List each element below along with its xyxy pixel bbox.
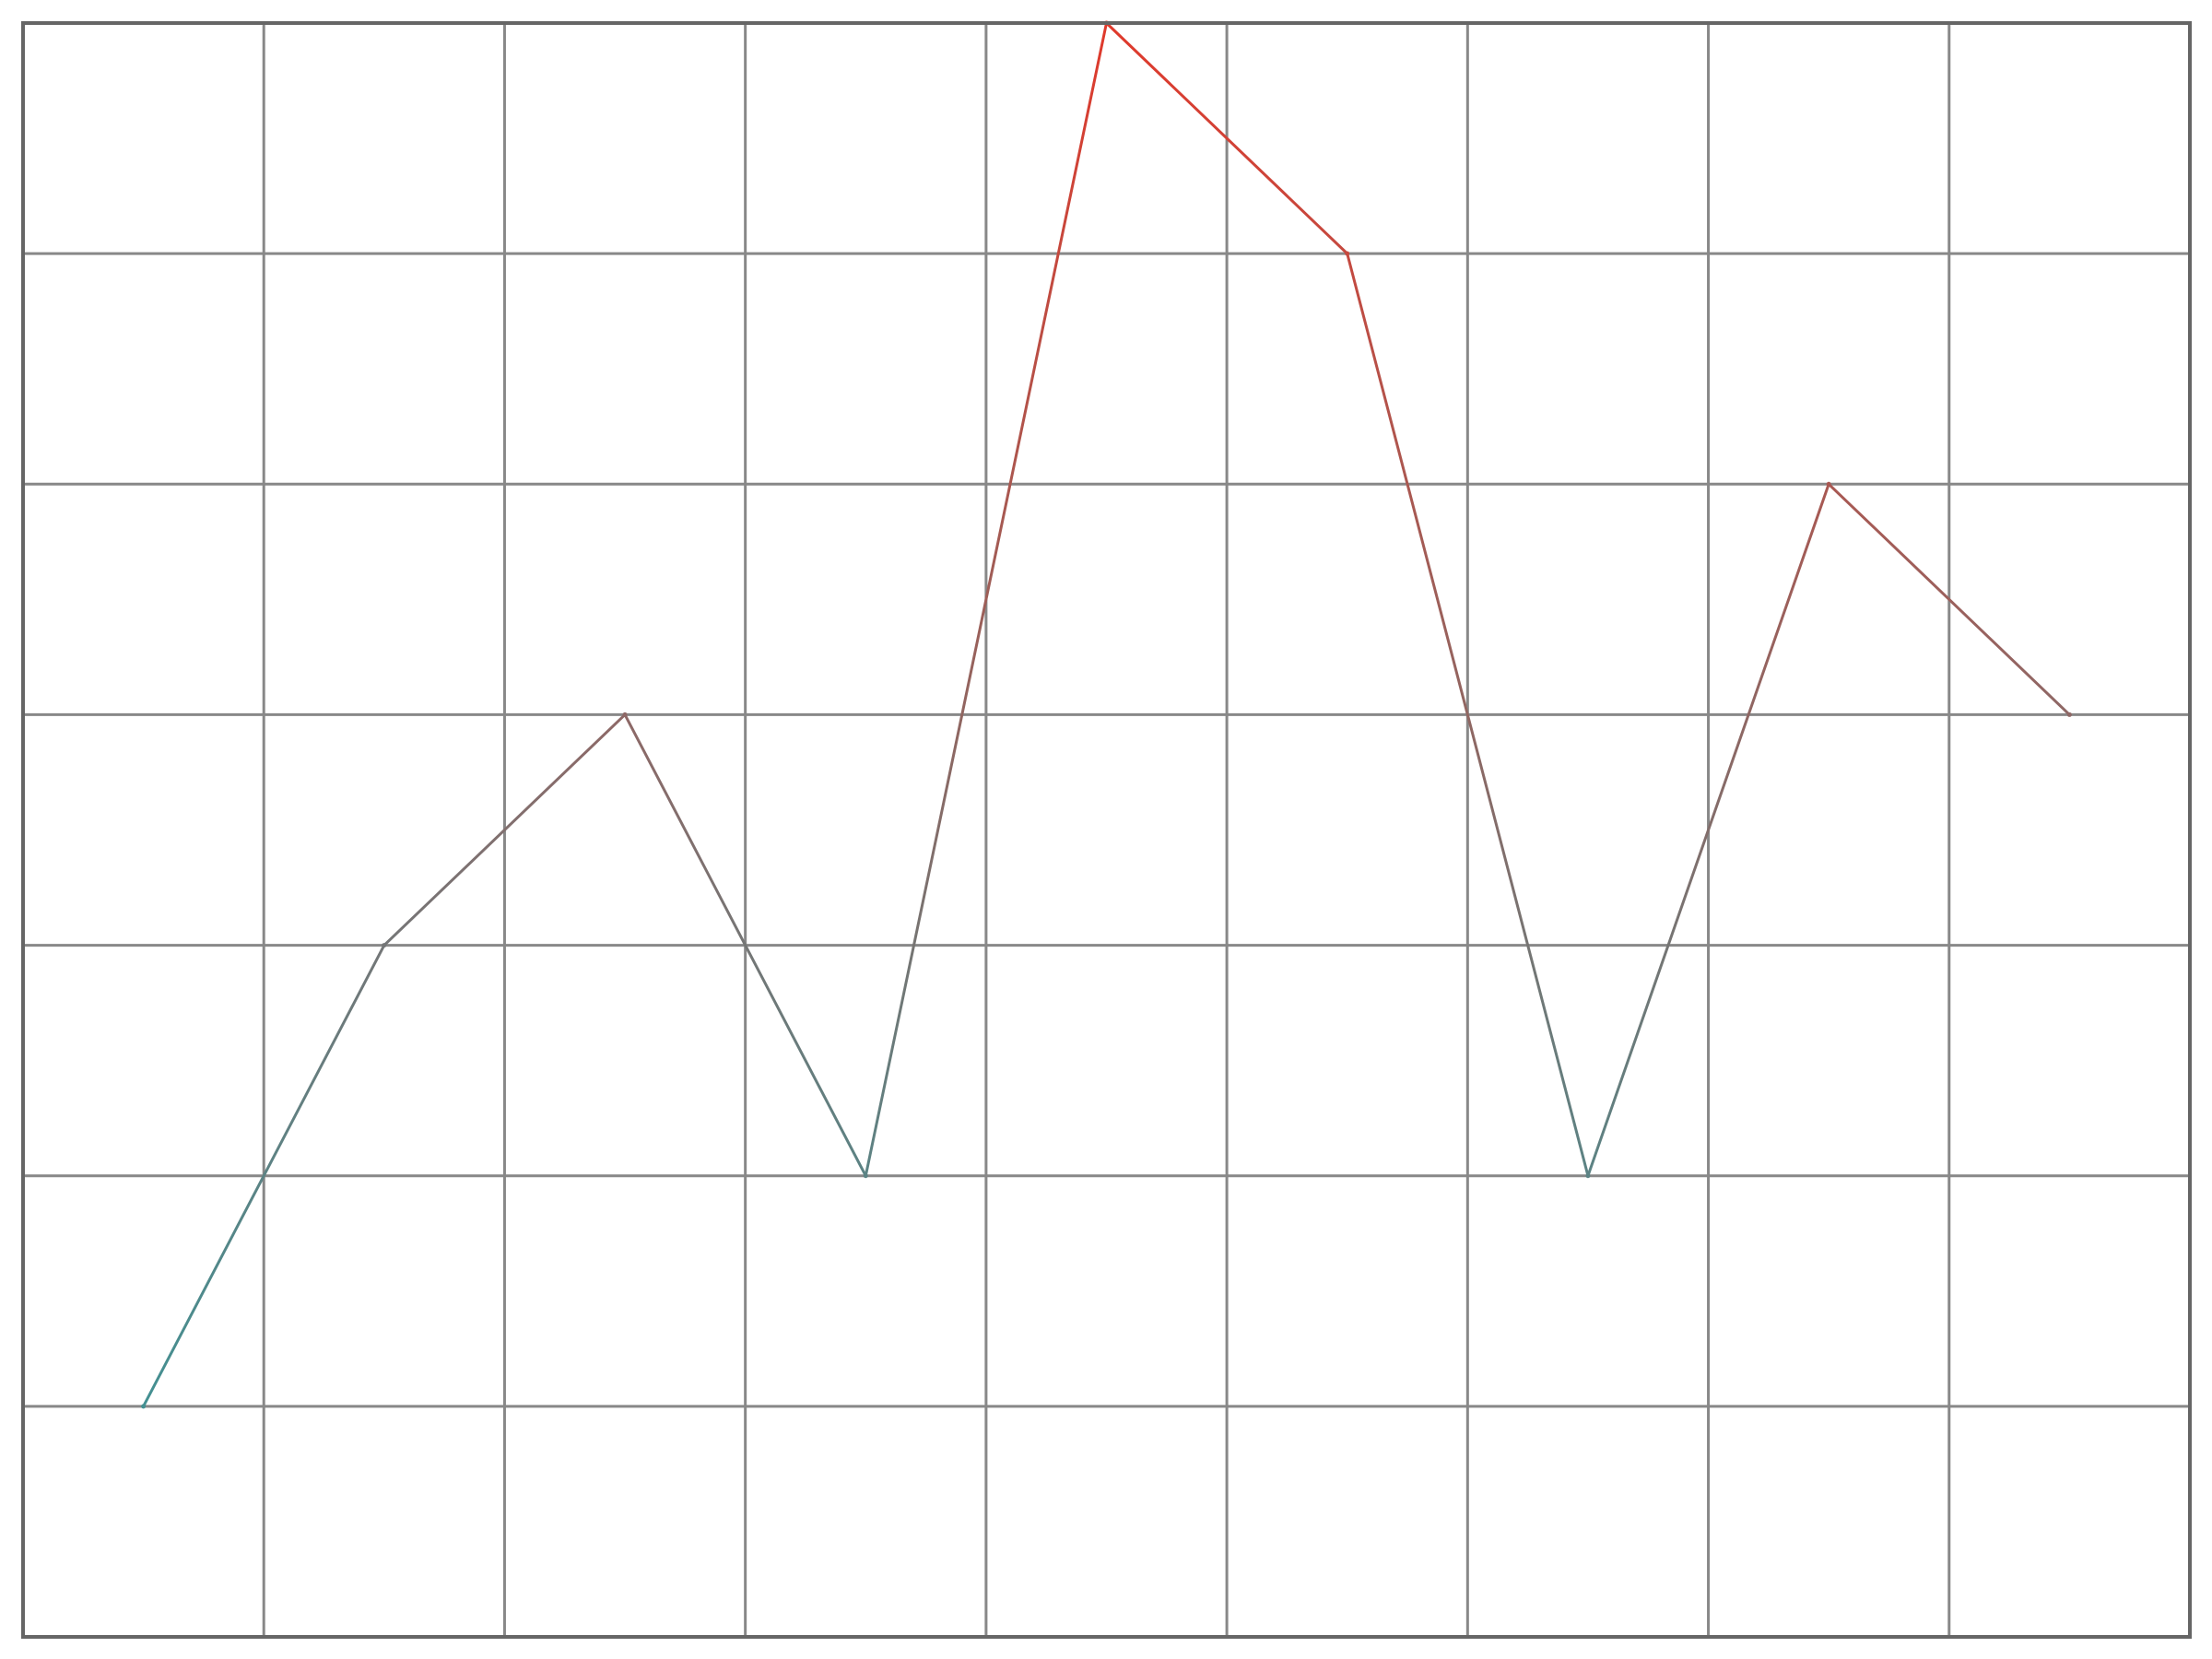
data-point-1 xyxy=(382,943,387,948)
data-point-5 xyxy=(1345,251,1350,256)
line-segment-3 xyxy=(864,21,1108,1178)
data-point-0 xyxy=(141,1404,147,1409)
data-point-6 xyxy=(1585,1173,1591,1179)
line-segment-7 xyxy=(1827,482,2071,716)
line-segment-4 xyxy=(1105,21,1349,255)
data-point-8 xyxy=(2066,712,2072,717)
line-segment-5 xyxy=(1346,252,1590,1178)
plot-border xyxy=(21,21,2192,1639)
line-segment-2 xyxy=(623,712,867,1178)
data-point-7 xyxy=(1826,481,1831,487)
grid xyxy=(21,21,2192,1639)
data-point-2 xyxy=(622,712,628,717)
line-segment-6 xyxy=(1586,482,1830,1178)
series-line xyxy=(141,20,2072,1409)
line-segment-0 xyxy=(142,944,386,1408)
line-segment-1 xyxy=(382,712,627,947)
data-point-3 xyxy=(863,1173,868,1179)
